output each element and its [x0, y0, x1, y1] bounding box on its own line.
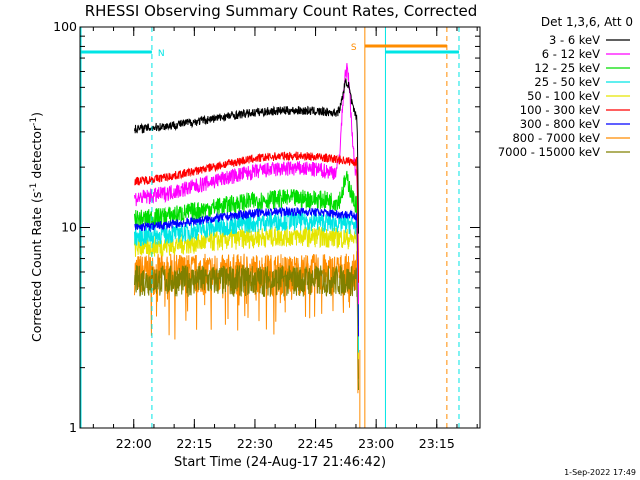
y-tick-label: 1 [69, 420, 77, 435]
legend-label: 3 - 6 keV [549, 33, 600, 47]
period-indicators: NS [80, 27, 460, 428]
legend-label: 25 - 50 keV [534, 75, 600, 89]
y-axis-label-part: ) [29, 112, 44, 117]
series-line [134, 225, 359, 360]
x-tick-label: 22:30 [237, 436, 273, 451]
legend-label: 12 - 25 keV [534, 61, 600, 75]
footer-timestamp: 1-Sep-2022 17:49 [564, 468, 636, 477]
night-indicator-label: N [158, 49, 165, 59]
chart-title: RHESSI Observing Summary Count Rates, Co… [85, 2, 478, 20]
legend-label: 800 - 7000 keV [512, 131, 600, 145]
x-tick-label: 22:45 [298, 436, 334, 451]
x-tick-label: 22:00 [116, 436, 152, 451]
saa-indicator-label: S [351, 43, 357, 53]
legend-label: 100 - 300 keV [520, 103, 600, 117]
y-tick-label: 100 [53, 19, 77, 34]
y-axis-label-part: detector [29, 125, 44, 183]
y-axis-label: Corrected Count Rate (s-1 detector-1) [29, 112, 44, 342]
legend-label: 50 - 100 keV [527, 89, 600, 103]
x-tick-label: 23:00 [358, 436, 394, 451]
x-tick-label: 23:15 [419, 436, 455, 451]
legend-title: Det 1,3,6, Att 0 [541, 15, 633, 29]
series-line [134, 78, 359, 234]
series-line [134, 206, 359, 337]
series-line [134, 151, 359, 283]
y-axis: 1 10 100 [53, 19, 480, 435]
x-axis: 22:00 22:15 22:30 22:45 23:00 23:15 [92, 27, 478, 451]
data-traces [134, 63, 359, 394]
series-line [134, 211, 359, 353]
y-axis-label-part: Corrected Count Rate (s [29, 192, 44, 342]
series-line [134, 264, 359, 391]
x-tick-label: 22:15 [176, 436, 212, 451]
y-axis-label-exponent: -1 [29, 117, 39, 126]
series-line [134, 170, 359, 327]
x-axis-label: Start Time (24-Aug-17 21:46:42) [174, 455, 386, 470]
legend-label: 300 - 800 keV [520, 117, 600, 131]
y-axis-label-exponent: -1 [29, 183, 39, 192]
legend-label: 7000 - 15000 keV [498, 145, 600, 159]
legend-label: 6 - 12 keV [542, 47, 600, 61]
y-tick-label: 10 [61, 220, 77, 235]
series-line [134, 63, 359, 305]
